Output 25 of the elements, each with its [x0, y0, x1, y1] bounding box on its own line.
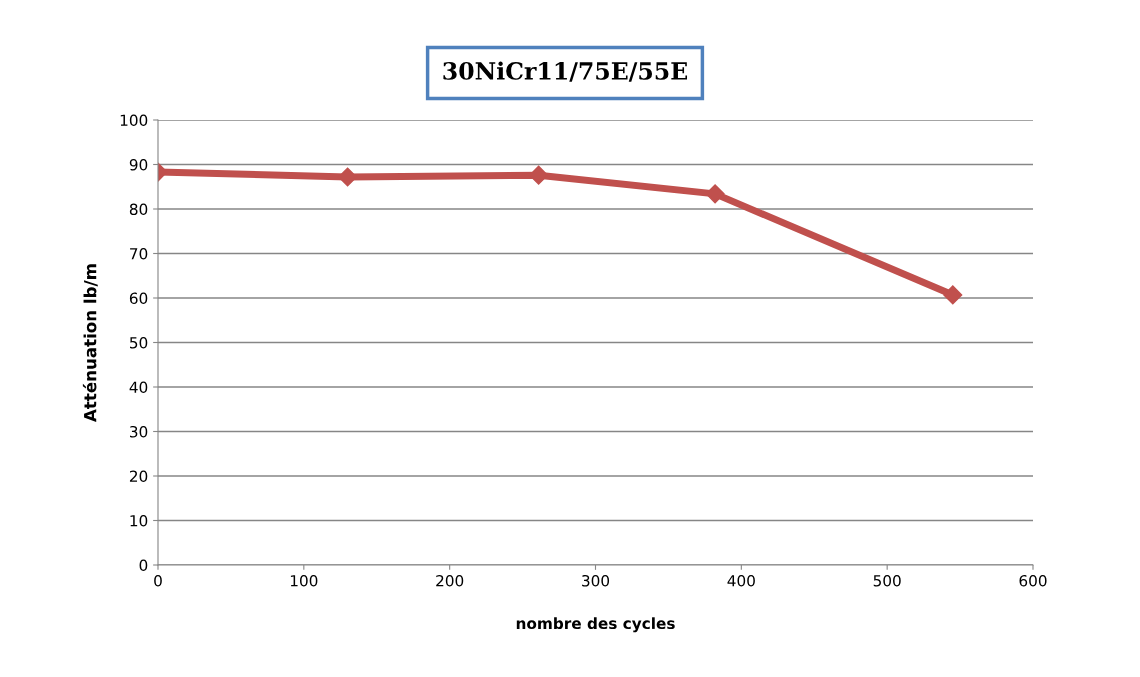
y-tick-label: 20 [129, 470, 148, 483]
x-axis-title: nombre des cycles [516, 617, 675, 633]
point [943, 285, 963, 305]
y-axis-title: Atténuation lb/m [82, 264, 98, 422]
point [529, 165, 549, 185]
point [705, 184, 725, 204]
x-tick-label: 100 [290, 574, 318, 587]
y-tick-label: 100 [120, 114, 148, 127]
x-tick-label: 500 [873, 574, 901, 587]
y-tick-label: 70 [130, 247, 148, 260]
x-tick-label: 300 [582, 574, 610, 587]
y-tick-label: 50 [130, 336, 148, 349]
chart-title: 30NiCr11/75E/55E [443, 61, 688, 82]
y-tick-label: 90 [129, 158, 148, 171]
x-tick-label: 400 [727, 574, 755, 587]
y-tick-label: 0 [139, 559, 148, 572]
y-tick-label: 60 [129, 292, 148, 305]
x-tick-label: 600 [1019, 574, 1047, 587]
y-tick-label: 80 [129, 203, 148, 216]
y-tick-label: 10 [130, 514, 148, 527]
x-tick-label: 0 [154, 574, 162, 587]
y-tick-label: 40 [129, 381, 148, 394]
y-tick-label: 30 [130, 425, 148, 438]
x-tick-label: 200 [436, 574, 464, 587]
point [338, 167, 358, 187]
